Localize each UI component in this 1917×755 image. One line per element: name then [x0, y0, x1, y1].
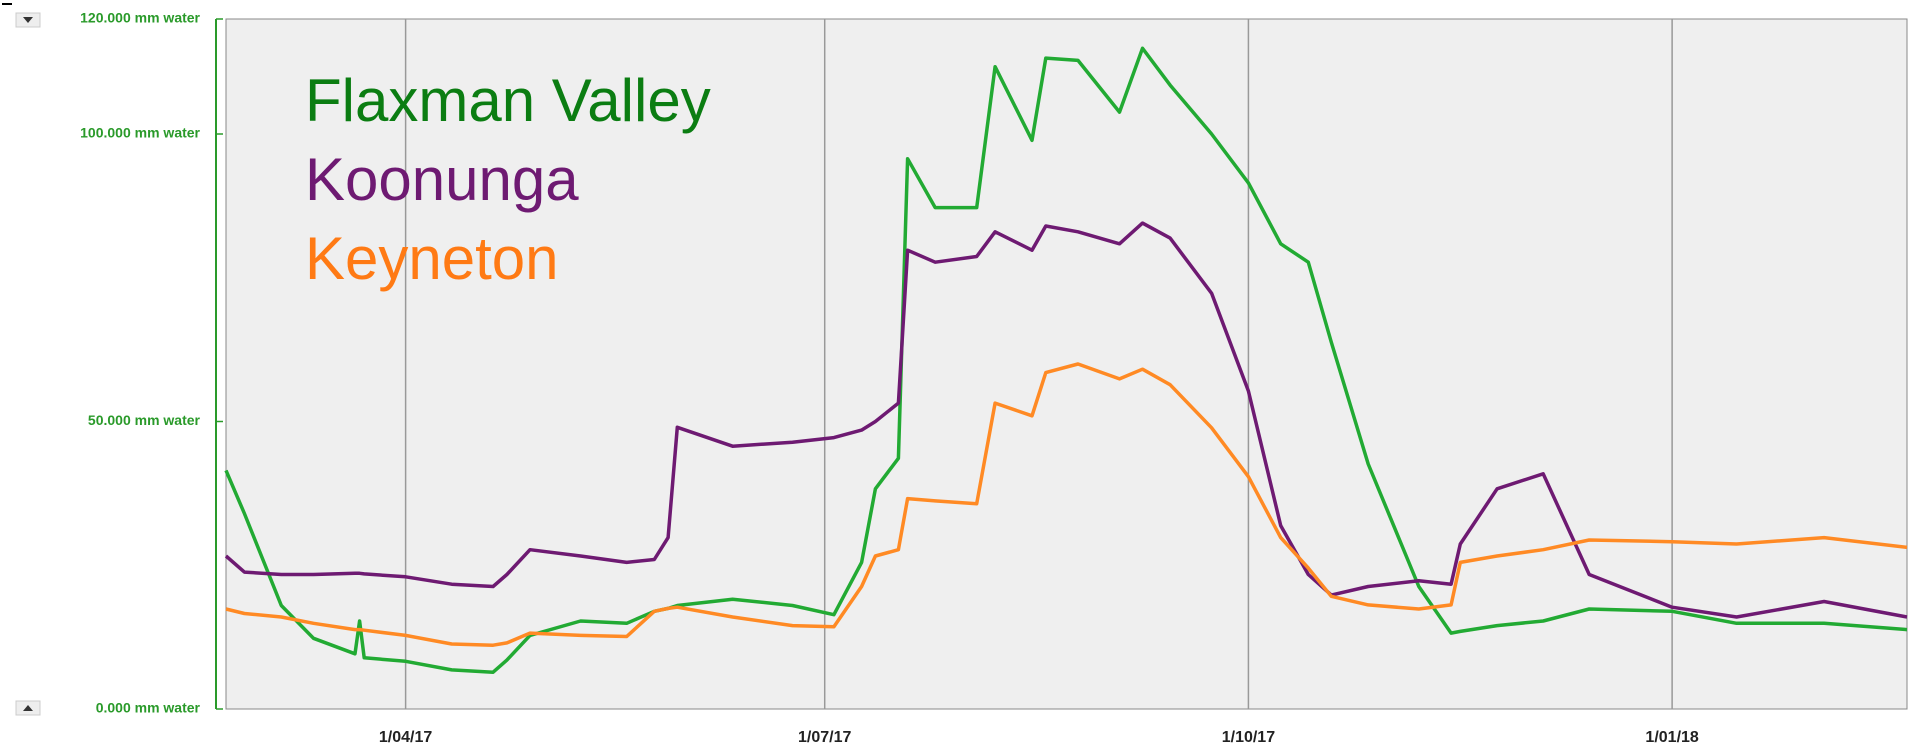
legend-entry: Keyneton: [305, 225, 559, 292]
scroll-up-button[interactable]: [15, 12, 41, 28]
legend-entry: Koonunga: [305, 146, 579, 213]
y-tick-label: 0.000 mm water: [96, 700, 201, 716]
series-line: [224, 221, 1908, 619]
plot-area: [225, 18, 1908, 710]
y-tick-label: 120.000 mm water: [80, 10, 200, 26]
series-line: [224, 46, 1908, 674]
x-tick-label: 1/10/17: [1222, 729, 1275, 746]
legend-entry: Flaxman Valley: [305, 67, 711, 134]
y-tick-label: 100.000 mm water: [80, 125, 200, 141]
x-tick-label: 1/01/18: [1645, 729, 1698, 746]
x-tick-label: 1/07/17: [798, 729, 851, 746]
series-line: [225, 362, 1908, 647]
y-tick-label: 50.000 mm water: [88, 412, 201, 428]
x-tick-label: 1/04/17: [379, 729, 432, 746]
scroll-down-button[interactable]: [15, 700, 41, 716]
